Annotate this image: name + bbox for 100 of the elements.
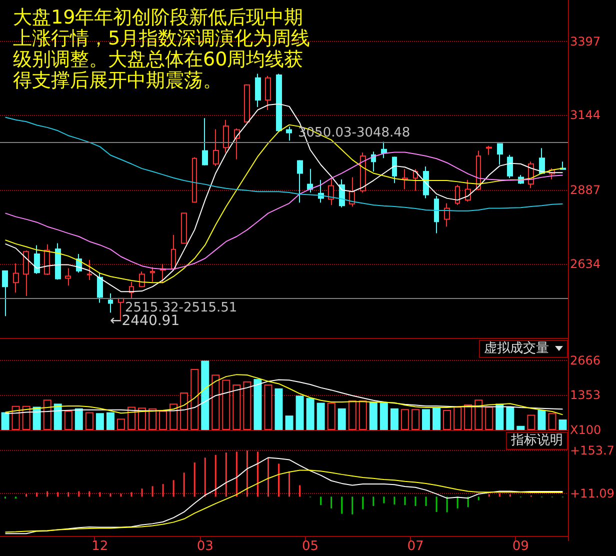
bar [106, 412, 114, 430]
bar [285, 416, 294, 430]
candlestick [2, 270, 8, 317]
y-tick-label: 3397 [570, 34, 601, 48]
candlestick [307, 168, 313, 193]
bar [516, 426, 525, 430]
bar [243, 381, 252, 430]
bar [264, 384, 272, 430]
candlestick [402, 168, 408, 190]
line-series [4, 457, 564, 534]
candlestick [171, 234, 176, 270]
candlestick [465, 179, 471, 202]
bar [527, 414, 536, 430]
candlestick [13, 262, 19, 294]
candlestick [539, 148, 545, 174]
candlestick [97, 272, 103, 304]
bar [327, 402, 336, 430]
bar [306, 398, 314, 430]
y-tick-label: X100 [570, 423, 602, 437]
bar [138, 408, 146, 430]
y-tick-label: +153.7 [570, 444, 614, 458]
bar [12, 406, 20, 430]
candlestick [328, 178, 334, 206]
bar [358, 400, 367, 430]
bar [1, 412, 10, 430]
bar [338, 408, 346, 430]
candlestick [349, 176, 355, 207]
bar [148, 408, 157, 430]
candlestick [44, 244, 50, 276]
bar [64, 410, 72, 430]
bar [74, 408, 83, 430]
bar [464, 404, 472, 430]
bar [390, 408, 398, 430]
line-series [4, 116, 564, 212]
line-series [4, 124, 564, 284]
bar [380, 402, 388, 430]
x-tick-label: 03 [196, 539, 214, 554]
candlestick [87, 259, 92, 280]
bar [22, 406, 30, 430]
bar [201, 360, 210, 430]
bar [558, 419, 567, 430]
bar [432, 408, 441, 430]
bar [180, 392, 188, 430]
y-tick-label: 2887 [570, 183, 601, 198]
bar [538, 410, 546, 430]
candlestick [434, 195, 439, 234]
bar [43, 400, 52, 430]
bar [369, 402, 378, 430]
candlestick [360, 152, 366, 193]
bar [127, 406, 136, 430]
y-tick-label: +11.09 [570, 486, 614, 500]
y-tick-label: 2634 [570, 256, 601, 271]
line-series [4, 103, 564, 292]
y-tick-label: 1353 [570, 388, 601, 402]
candlestick [139, 271, 145, 288]
candlestick [455, 184, 460, 206]
bar [222, 380, 230, 430]
bar [232, 384, 241, 430]
bar [159, 410, 168, 430]
bar [548, 413, 556, 430]
line-series [4, 152, 564, 270]
bar [348, 400, 356, 430]
candlestick [108, 292, 113, 314]
bar [274, 388, 283, 430]
candlestick [150, 266, 155, 282]
candlestick [202, 118, 208, 166]
bar [212, 374, 220, 430]
text: 大盘19年年初创阶段新低后现中期上涨行情，5月指数深调演化为周线级别调整。大盘总体在60周均线获得支撑后展开中期震荡。 [13, 6, 310, 92]
candlestick [223, 119, 229, 154]
bar [422, 409, 430, 430]
bar [496, 404, 504, 430]
candlestick [507, 154, 513, 179]
candlestick [486, 145, 492, 156]
bar [485, 406, 494, 430]
bar [170, 404, 178, 430]
candlestick [444, 202, 450, 228]
bar [506, 406, 514, 430]
candlestick [413, 168, 418, 192]
annotation: ←2440.91 [110, 313, 180, 329]
candlestick [34, 244, 40, 274]
candlestick [192, 156, 197, 204]
candlestick [55, 242, 61, 280]
annotation: 指标说明 [506, 432, 568, 450]
candlestick [181, 212, 187, 244]
bar [316, 402, 325, 430]
bar [400, 409, 409, 430]
x-tick-label: 07 [407, 539, 424, 554]
candlestick [65, 268, 71, 286]
bar [296, 396, 304, 430]
candlestick [23, 250, 29, 297]
bar [474, 400, 483, 430]
candlestick [244, 84, 250, 123]
candlestick [213, 128, 219, 166]
annotation: 虚拟成交量 [479, 340, 568, 358]
bar [54, 404, 62, 430]
candlestick [297, 160, 303, 204]
candlestick [255, 73, 261, 108]
bar [254, 378, 262, 430]
candlestick [381, 141, 387, 159]
line-series [4, 470, 564, 533]
